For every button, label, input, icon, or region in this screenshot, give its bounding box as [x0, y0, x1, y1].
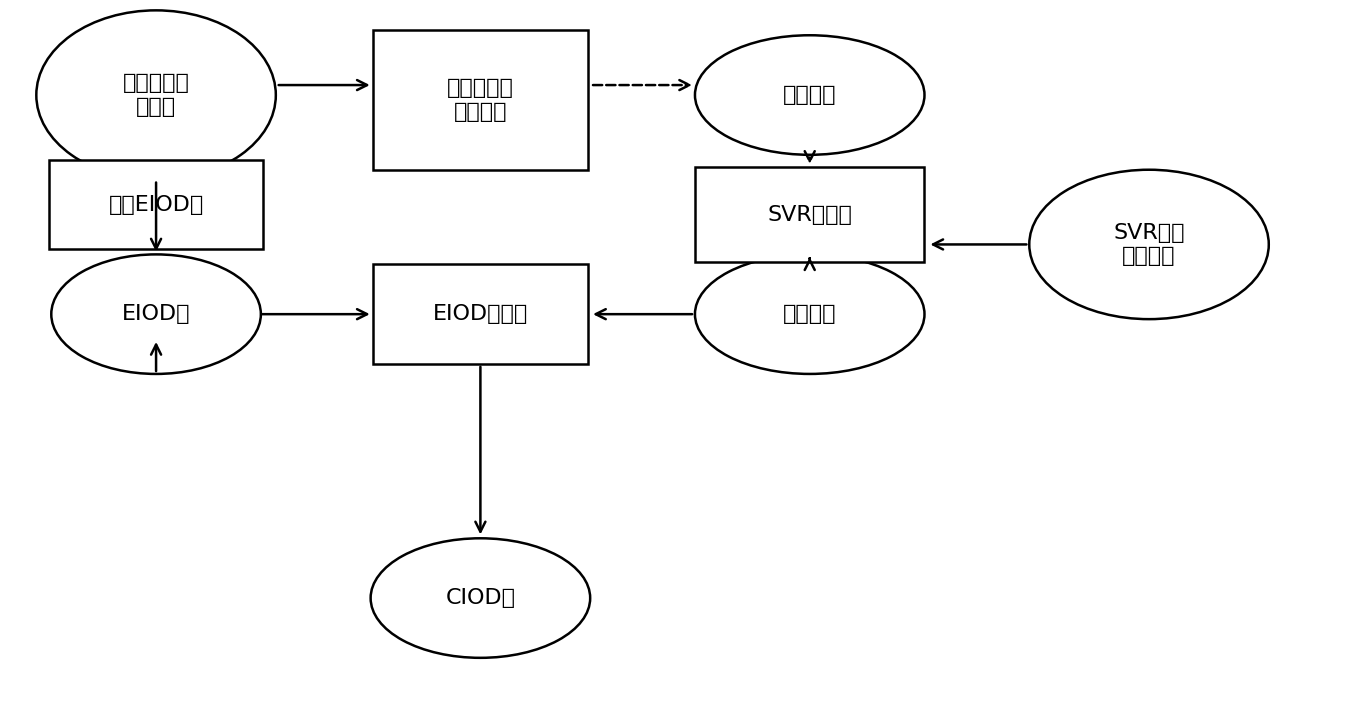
Text: EIOD值校正: EIOD值校正 [433, 304, 529, 324]
Ellipse shape [51, 254, 261, 374]
Text: 细胞核及其
掩码图: 细胞核及其 掩码图 [123, 74, 189, 116]
Ellipse shape [695, 35, 925, 155]
Text: 特征参数: 特征参数 [783, 85, 837, 105]
Bar [49, 160, 264, 249]
Ellipse shape [370, 538, 591, 658]
Bar [373, 264, 588, 364]
Bar [695, 167, 925, 262]
Ellipse shape [695, 254, 925, 374]
Text: SVR回归器: SVR回归器 [768, 204, 852, 225]
Text: SVR回归
重建模型: SVR回归 重建模型 [1113, 223, 1184, 266]
Text: 校正系数: 校正系数 [783, 304, 837, 324]
Text: 细胞核特征
参数计算: 细胞核特征 参数计算 [448, 79, 514, 121]
Bar [373, 30, 588, 170]
Ellipse shape [37, 11, 276, 180]
Text: 计算EIOD值: 计算EIOD值 [108, 195, 204, 215]
Text: CIOD值: CIOD值 [445, 588, 515, 608]
Ellipse shape [1029, 170, 1268, 319]
Text: EIOD值: EIOD值 [122, 304, 191, 324]
